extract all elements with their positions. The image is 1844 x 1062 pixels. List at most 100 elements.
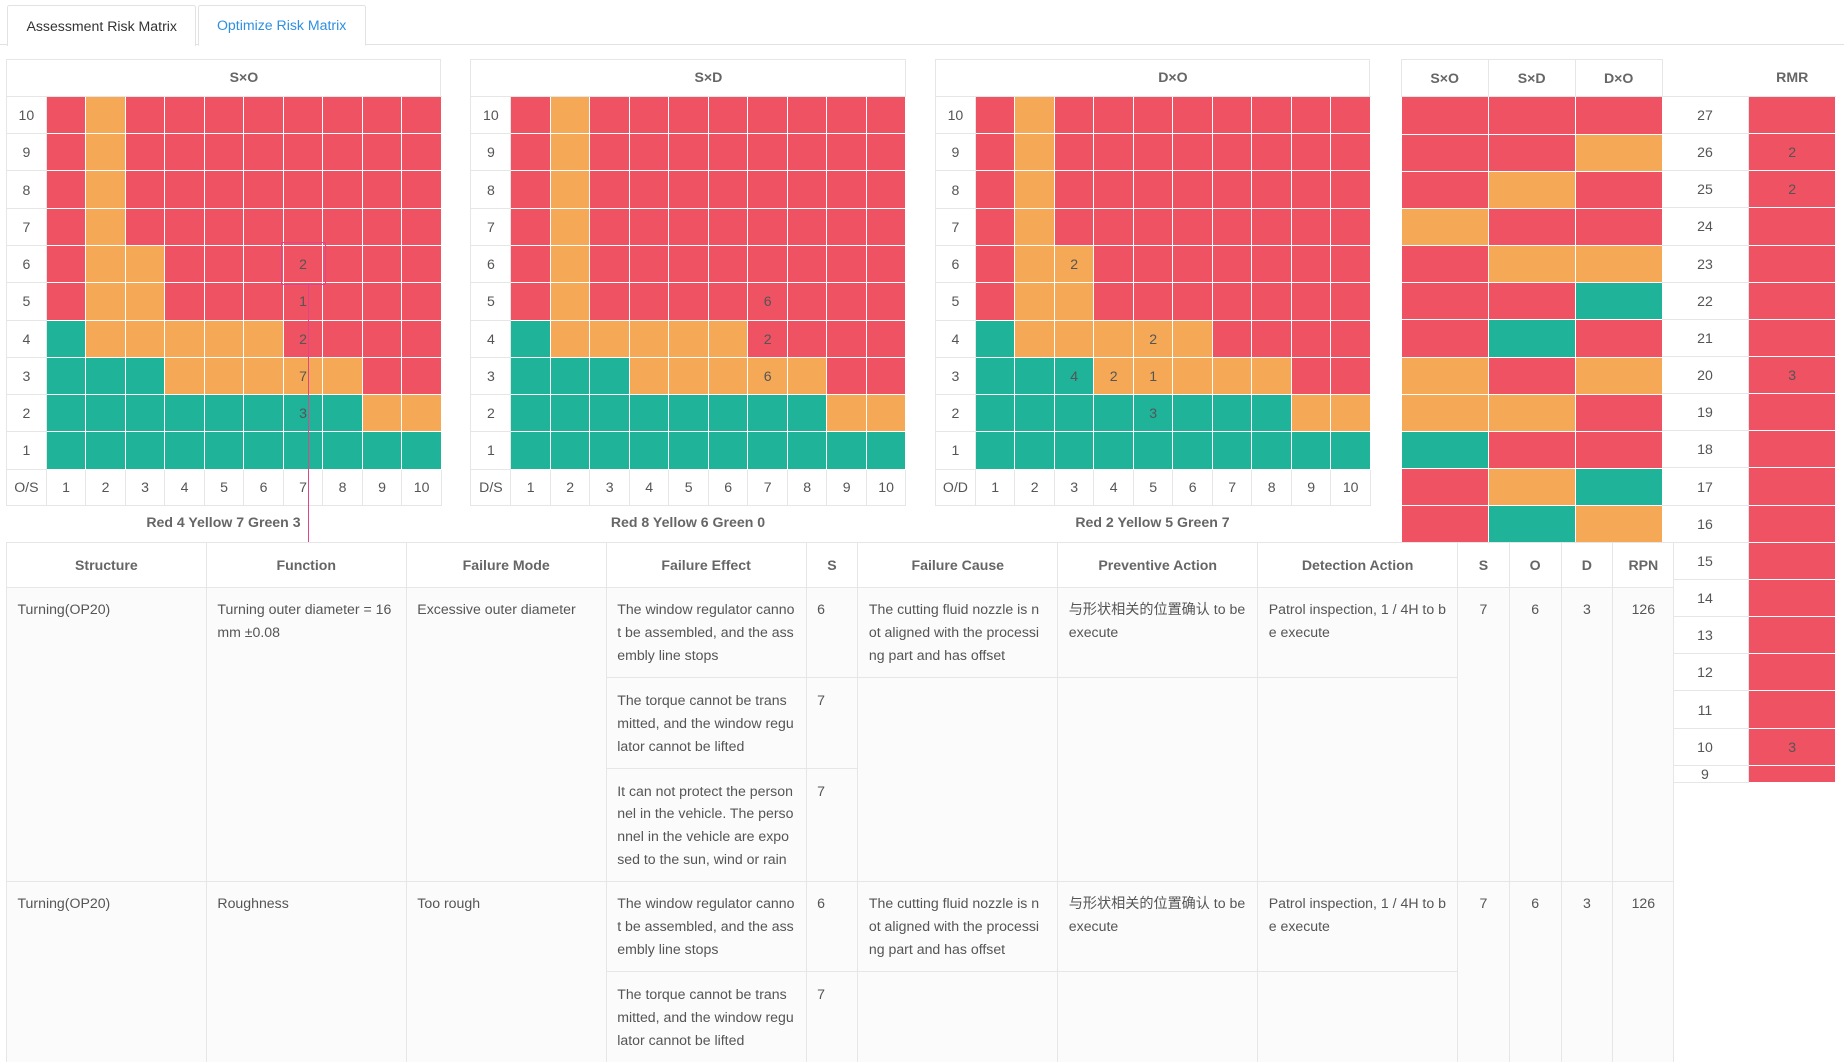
matrix-cell[interactable] — [401, 95, 442, 135]
matrix-cell[interactable] — [510, 319, 551, 358]
matrix-cell[interactable] — [401, 207, 442, 246]
matrix-cell[interactable] — [786, 394, 828, 433]
matrix-cell[interactable] — [589, 356, 630, 396]
matrix-cell[interactable] — [549, 319, 591, 358]
matrix-cell[interactable] — [747, 170, 788, 209]
matrix-cell[interactable] — [628, 431, 670, 470]
matrix-cell[interactable] — [85, 282, 126, 321]
matrix-cell[interactable] — [826, 282, 867, 321]
matrix-cell[interactable] — [786, 356, 828, 396]
matrix-cell[interactable] — [747, 394, 788, 433]
matrix-cell[interactable] — [1014, 244, 1055, 284]
matrix-cell[interactable] — [826, 394, 867, 433]
matrix-cell[interactable] — [1330, 394, 1371, 433]
matrix-cell[interactable] — [243, 394, 284, 433]
matrix-cell[interactable] — [45, 319, 87, 358]
matrix-cell[interactable] — [865, 207, 907, 246]
matrix-cell[interactable] — [282, 431, 324, 470]
matrix-cell[interactable] — [203, 244, 245, 284]
matrix-cell[interactable] — [707, 394, 749, 433]
summary-cell[interactable] — [1487, 96, 1576, 135]
matrix-cell[interactable] — [707, 133, 749, 172]
tab-optimize-risk-matrix[interactable]: Optimize Risk Matrix — [197, 4, 366, 46]
matrix-cell[interactable] — [865, 133, 907, 172]
matrix-cell[interactable] — [668, 133, 709, 172]
matrix-cell[interactable] — [865, 394, 907, 433]
matrix-cell[interactable] — [747, 244, 788, 284]
matrix-cell[interactable] — [786, 244, 828, 284]
summary-cell[interactable] — [1487, 245, 1576, 284]
matrix-cell[interactable]: 3 — [1132, 394, 1174, 433]
matrix-cell[interactable] — [1053, 319, 1095, 358]
matrix-cell[interactable] — [124, 207, 166, 246]
matrix-cell[interactable] — [203, 133, 245, 172]
table-row[interactable]: The torque cannot be transmitted, and th… — [6, 677, 1674, 882]
summary-cell[interactable] — [1400, 133, 1489, 172]
matrix-cell[interactable] — [322, 431, 363, 470]
matrix-cell[interactable] — [1211, 282, 1253, 321]
matrix-cell[interactable] — [361, 282, 403, 321]
matrix-cell[interactable] — [203, 282, 245, 321]
matrix-cell[interactable] — [510, 431, 551, 470]
matrix-cell[interactable] — [1132, 282, 1174, 321]
matrix-cell[interactable] — [243, 431, 284, 470]
matrix-cell[interactable] — [45, 431, 87, 470]
table-row[interactable]: Turning(OP20) Roughness Too rough The wi… — [5, 880, 1675, 1062]
matrix-cell[interactable] — [361, 431, 403, 470]
matrix-cell[interactable] — [668, 319, 709, 358]
matrix-cell[interactable] — [1093, 431, 1134, 470]
matrix-cell[interactable] — [549, 207, 591, 246]
matrix-cell[interactable] — [549, 394, 591, 433]
matrix-cell[interactable] — [865, 170, 907, 209]
matrix-cell[interactable] — [1251, 431, 1292, 470]
matrix-cell[interactable] — [826, 244, 867, 284]
matrix-cell[interactable] — [322, 356, 363, 396]
matrix-cell[interactable] — [401, 282, 442, 321]
matrix-cell[interactable] — [589, 319, 630, 358]
summary-cell[interactable] — [1574, 319, 1663, 358]
matrix-cell[interactable]: 2 — [1093, 356, 1134, 396]
summary-cell[interactable] — [1574, 282, 1663, 321]
matrix-cell[interactable] — [361, 394, 403, 433]
matrix-cell[interactable] — [45, 95, 87, 135]
matrix-cell[interactable] — [628, 95, 670, 135]
matrix-cell[interactable] — [1211, 356, 1253, 396]
matrix-cell[interactable] — [1014, 356, 1055, 396]
rmr-cell[interactable] — [1748, 430, 1837, 469]
matrix-cell[interactable] — [707, 282, 749, 321]
matrix-cell[interactable] — [1251, 95, 1292, 135]
matrix-cell[interactable] — [865, 95, 907, 135]
matrix-cell[interactable] — [747, 431, 788, 470]
summary-cell[interactable] — [1400, 430, 1489, 469]
matrix-cell[interactable] — [1251, 244, 1292, 284]
summary-cell[interactable] — [1400, 245, 1489, 284]
matrix-cell[interactable] — [628, 356, 670, 396]
summary-cell[interactable] — [1400, 170, 1489, 209]
rmr-cell[interactable] — [1748, 281, 1837, 320]
matrix-cell[interactable] — [243, 95, 284, 135]
matrix-cell[interactable] — [1172, 207, 1213, 246]
matrix-cell[interactable] — [243, 207, 284, 246]
matrix-cell[interactable] — [1053, 170, 1095, 209]
matrix-cell[interactable] — [707, 244, 749, 284]
matrix-cell[interactable] — [786, 95, 828, 135]
matrix-cell[interactable] — [361, 95, 403, 135]
matrix-cell[interactable] — [628, 319, 670, 358]
matrix-cell[interactable] — [322, 207, 363, 246]
matrix-cell[interactable] — [361, 244, 403, 284]
matrix-cell[interactable] — [974, 133, 1016, 172]
matrix-cell[interactable] — [124, 356, 166, 396]
matrix-cell[interactable] — [1093, 133, 1134, 172]
matrix-cell[interactable] — [45, 207, 87, 246]
summary-cell[interactable] — [1487, 207, 1576, 247]
summary-cell[interactable] — [1487, 133, 1576, 172]
matrix-cell[interactable] — [203, 207, 245, 246]
matrix-cell[interactable] — [1053, 95, 1095, 135]
matrix-cell[interactable] — [282, 207, 324, 246]
matrix-cell[interactable] — [1014, 133, 1055, 172]
matrix-cell[interactable] — [1330, 356, 1371, 396]
matrix-cell[interactable] — [1290, 356, 1332, 396]
rmr-cell[interactable] — [1748, 95, 1837, 135]
matrix-cell[interactable] — [865, 244, 907, 284]
rmr-cell[interactable] — [1748, 318, 1837, 358]
